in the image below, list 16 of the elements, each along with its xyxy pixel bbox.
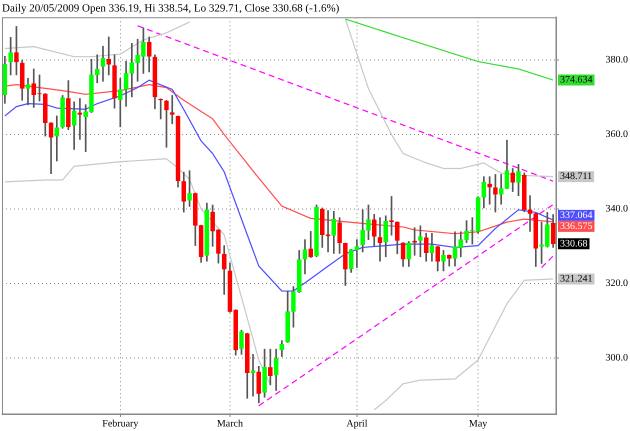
data-label: 336.575 bbox=[560, 221, 592, 232]
y-tick-label: 340.0 bbox=[606, 204, 628, 215]
data-label: 348.711 bbox=[560, 171, 592, 182]
data-label: 374.634 bbox=[560, 74, 592, 86]
y-tick-label: 380.0 bbox=[606, 54, 628, 66]
y-tick-label: 320.0 bbox=[606, 278, 628, 290]
chart-title: Daily 20/05/2009 Open 336.19, Hi 338.54, Lo 329.71, Close 330.68 (-1.6%) bbox=[2, 2, 340, 14]
y-tick-label: 360.0 bbox=[606, 129, 628, 140]
y-tick-label: 300.0 bbox=[606, 352, 628, 364]
text: 330.68 bbox=[560, 238, 588, 250]
x-tick-label: May bbox=[468, 418, 488, 430]
x-tick-label: April bbox=[346, 418, 368, 430]
data-label: 337.064 bbox=[560, 210, 592, 222]
data-label: 321.241 bbox=[560, 274, 592, 285]
x-tick-label: March bbox=[216, 418, 244, 430]
x-tick-label: February bbox=[102, 418, 138, 430]
